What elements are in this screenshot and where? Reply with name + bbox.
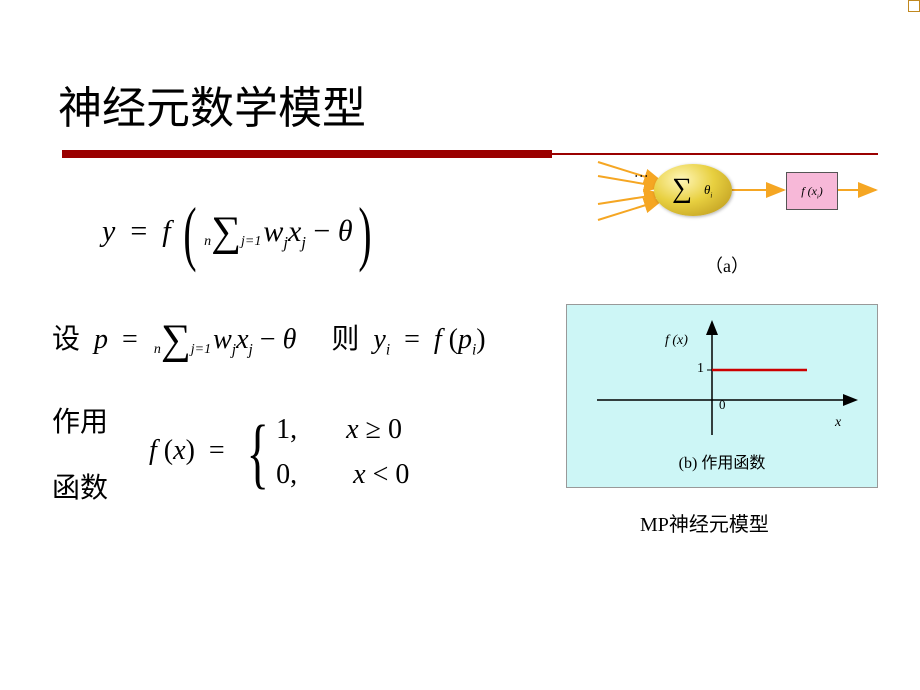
activation-box: f (xi) xyxy=(786,172,838,210)
sigma-symbol: ∑ xyxy=(672,173,692,205)
diagram-a-label: （a） xyxy=(705,252,749,278)
theta-label: θi xyxy=(704,182,712,200)
equation-y: y = f (n∑j=1wjxj − θ) xyxy=(102,205,377,263)
neuron-arrows xyxy=(584,142,884,242)
equation-p: 设 p = n∑j=1wjxj − θ 则 yi = f (pi) xyxy=(52,317,486,361)
activation-label-1: 作用 xyxy=(52,400,108,440)
input-dots: ⋮ xyxy=(632,169,648,180)
chart-fx-label: f (x) xyxy=(665,333,688,349)
chart-x-label: x xyxy=(835,415,841,431)
chart-one-label: 1 xyxy=(697,361,704,377)
corner-decoration xyxy=(908,0,920,12)
slide-title: 神经元数学模型 xyxy=(58,72,366,136)
mp-model-label: MP神经元模型 xyxy=(640,508,769,537)
summation-node xyxy=(654,164,732,216)
equation-activation: 作用 函数 f (x) = {1, x ≥ 00, x < 0 xyxy=(52,400,409,506)
step-function-chart: f (x) 1 0 x (b) 作用函数 xyxy=(566,304,878,488)
chart-zero-label: 0 xyxy=(719,397,726,413)
chart-caption: (b) 作用函数 xyxy=(567,449,877,473)
activation-label-2: 函数 xyxy=(52,466,108,506)
neuron-diagram: ⋮ ∑ θi f (xi) xyxy=(584,142,884,242)
